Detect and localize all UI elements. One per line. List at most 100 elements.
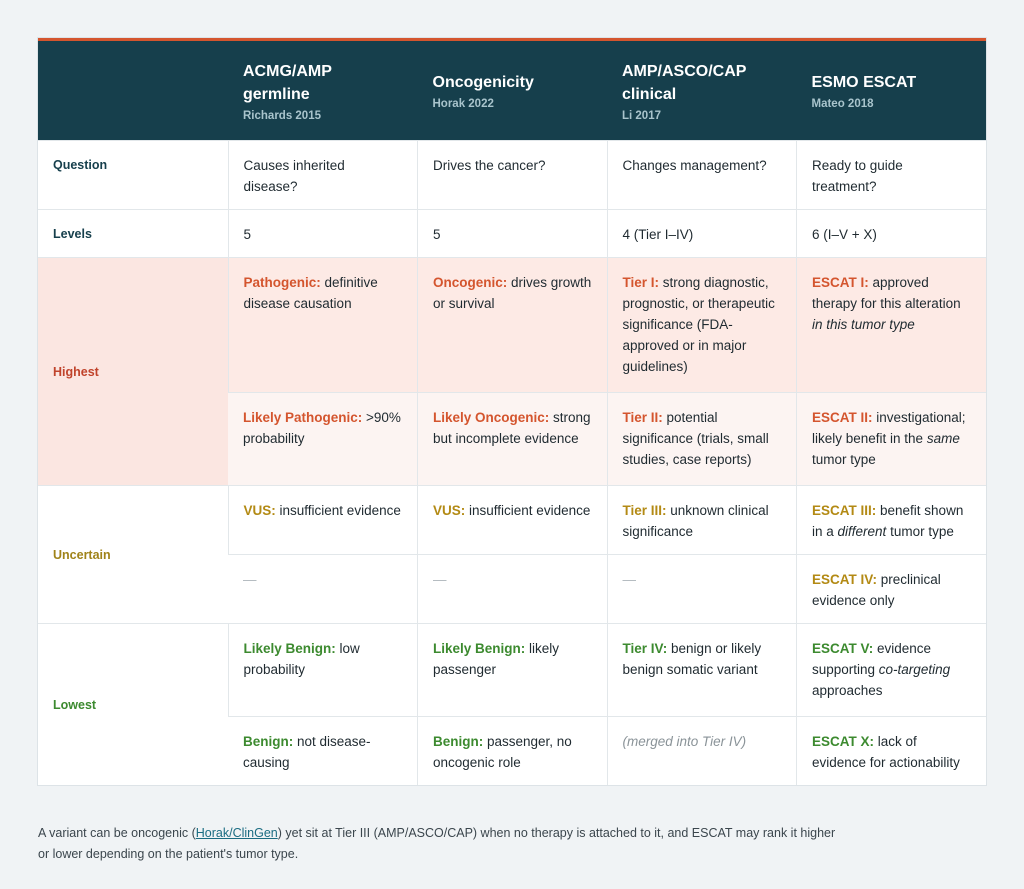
header-title: AMP/ASCO/CAP clinical: [622, 62, 747, 103]
cell-text: >90% probability: [243, 410, 401, 446]
term-label: ESCAT I:: [812, 275, 869, 290]
horak-clingen-link[interactable]: Horak/ClinGen: [195, 825, 278, 840]
cell-emphasis: same: [926, 431, 960, 446]
term-label: ESCAT II:: [812, 410, 873, 425]
row-label-lowest: Lowest: [38, 623, 228, 785]
table-row-uncertain-1: Uncertain VUS: insufficient evidence VUS…: [38, 485, 986, 624]
term-label: ESCAT III:: [812, 503, 877, 518]
footnote-text: ) yet sit at Tier III (AMP/ASCO/CAP) whe…: [38, 825, 836, 861]
table-cell: Ready to guide treatment?: [796, 140, 986, 210]
cell-text: approved therapy for this alteration: [812, 275, 961, 311]
term-label: Benign:: [433, 734, 484, 749]
table-row-highest-2: Likely Pathogenic: >90% probability Like…: [38, 392, 986, 486]
table-cell: Likely Pathogenic: >90% probability: [228, 392, 418, 486]
table-cell: Changes management?: [606, 140, 797, 210]
table-cell: Causes inherited disease?: [227, 140, 418, 210]
header-row: ACMG/AMP germline Richards 2015 Oncogeni…: [38, 39, 986, 141]
cell-emphasis: different: [837, 524, 887, 539]
cell-text: approaches: [812, 683, 883, 698]
term-label: ESCAT X:: [812, 734, 875, 749]
term-label: Oncogenic:: [433, 275, 508, 290]
table-cell: Likely Oncogenic: strong but incomplete …: [417, 392, 607, 486]
header-corner: [38, 39, 228, 141]
cell-text: unknown clinical significance: [622, 503, 769, 539]
footnote-text: A variant can be oncogenic (: [38, 825, 196, 840]
footnote: A variant can be oncogenic (Horak/ClinGe…: [38, 823, 838, 865]
cell-text: evidence supporting: [812, 641, 932, 677]
row-label-question: Question: [38, 140, 228, 210]
table-cell: ESCAT V: evidence supporting co-targetin…: [796, 623, 986, 717]
table-row-lowest-2: Benign: not disease-causing Benign: pass…: [38, 716, 986, 785]
cell-text: low probability: [243, 641, 360, 677]
term-label: Tier IV:: [622, 641, 668, 656]
table-cell: Tier I: strong diagnostic, prognostic, o…: [606, 257, 797, 393]
term-label: Benign:: [243, 734, 294, 749]
row-label-highest: Highest: [38, 257, 228, 486]
term-label: ESCAT V:: [812, 641, 874, 656]
empty-cell-dash: —: [417, 554, 607, 624]
header-subtitle: Li 2017: [622, 109, 661, 122]
cell-text: passenger, no oncogenic role: [433, 734, 572, 770]
table-row-question: Question Causes inherited disease? Drive…: [38, 140, 986, 210]
table-cell: 6 (I–V + X): [796, 209, 986, 258]
header-amp-asco-cap: AMP/ASCO/CAP clinical Li 2017: [607, 39, 797, 141]
table-cell: ESCAT I: approved therapy for this alter…: [796, 257, 986, 393]
term-label: Likely Benign:: [433, 641, 526, 656]
cell-text: tumor type: [886, 524, 954, 539]
table-cell: Tier III: unknown clinical significance: [606, 485, 797, 555]
row-label-uncertain: Uncertain: [38, 485, 228, 624]
table-cell: Benign: passenger, no oncogenic role: [417, 716, 607, 785]
empty-cell-dash: —: [606, 554, 797, 624]
term-label: Tier I:: [622, 275, 660, 290]
table-cell: ESCAT II: investigational; likely benefi…: [796, 392, 986, 486]
table-cell: Tier II: potential significance (trials,…: [606, 392, 797, 486]
cell-text: likely passenger: [433, 641, 560, 677]
term-label: VUS:: [243, 503, 276, 518]
header-subtitle: Horak 2022: [432, 98, 494, 110]
cell-text: strong but incomplete evidence: [433, 410, 591, 446]
cell-text: benefit shown in a: [812, 503, 964, 539]
table-cell: Drives the cancer?: [417, 140, 607, 210]
table-cell: ESCAT X: lack of evidence for actionabil…: [796, 716, 986, 785]
table-cell: 4 (Tier I–IV): [606, 209, 797, 258]
table-cell: Pathogenic: definitive disease causation: [227, 257, 418, 393]
table-cell: Likely Benign: likely passenger: [417, 623, 607, 717]
table-cell: Tier IV: benign or likely benign somatic…: [606, 623, 797, 717]
term-label: VUS:: [433, 503, 466, 518]
table-cell: Benign: not disease-causing: [228, 716, 418, 785]
comparison-table-wrapper: ACMG/AMP germline Richards 2015 Oncogeni…: [38, 38, 986, 785]
header-subtitle: Mateo 2018: [811, 98, 874, 110]
term-label: Tier III:: [622, 503, 667, 518]
cell-text: lack of evidence for actionability: [812, 734, 960, 770]
table-cell: 5: [227, 209, 418, 258]
term-label: Likely Oncogenic:: [433, 410, 550, 425]
header-title: ESMO ESCAT: [811, 74, 917, 91]
table-cell: VUS: insufficient evidence: [227, 485, 418, 555]
header-acmg: ACMG/AMP germline Richards 2015: [228, 39, 418, 141]
header-subtitle: Richards 2015: [243, 109, 321, 122]
table-cell: VUS: insufficient evidence: [417, 485, 607, 555]
term-label: Tier II:: [622, 410, 663, 425]
header-title: ACMG/AMP germline: [243, 62, 332, 103]
table-cell: Oncogenic: drives growth or survival: [417, 257, 607, 393]
classification-comparison-table: ACMG/AMP germline Richards 2015 Oncogeni…: [38, 38, 986, 785]
table-row-highest-1: Highest Pathogenic: definitive disease c…: [38, 257, 986, 486]
table-cell: ESCAT IV: preclinical evidence only: [796, 554, 986, 624]
cell-text: not disease-causing: [243, 734, 371, 770]
cell-emphasis: in this tumor type: [812, 317, 915, 332]
cell-text: drives growth or survival: [433, 275, 592, 311]
term-label: Likely Benign:: [243, 641, 336, 656]
term-label: Pathogenic:: [243, 275, 321, 290]
table-row-lowest-1: Lowest Likely Benign: low probability Li…: [38, 623, 986, 785]
cell-text: investigational; likely benefit in the: [812, 410, 966, 446]
header-oncogenicity: Oncogenicity Horak 2022: [417, 39, 607, 141]
table-row-levels: Levels 5 5 4 (Tier I–IV) 6 (I–V + X): [38, 209, 986, 258]
header-escat: ESMO ESCAT Mateo 2018: [796, 39, 986, 141]
cell-text: definitive disease causation: [243, 275, 378, 311]
cell-text: tumor type: [812, 452, 876, 467]
row-label-levels: Levels: [38, 209, 228, 258]
cell-text: insufficient evidence: [275, 503, 401, 518]
table-cell: 5: [417, 209, 607, 258]
term-label: Likely Pathogenic:: [243, 410, 363, 425]
table-cell: ESCAT III: benefit shown in a different …: [796, 485, 986, 555]
